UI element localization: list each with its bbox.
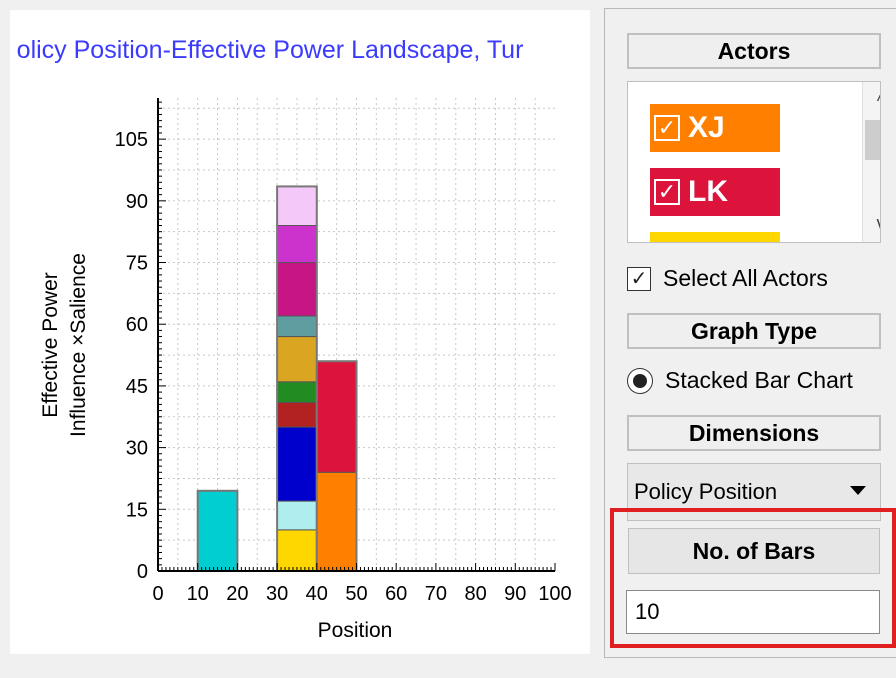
x-tick-label: 90: [504, 583, 526, 605]
y-tick-label: 30: [126, 438, 148, 460]
bar-segment: [316, 360, 357, 473]
select-all-actors-checkbox[interactable]: ✓ Select All Actors: [627, 265, 828, 292]
chevron-down-icon[interactable]: v: [863, 208, 881, 238]
actor-label: LK: [688, 175, 728, 208]
x-tick-label: 20: [226, 583, 248, 605]
x-tick-label: 40: [306, 583, 328, 605]
y-tick-label: 45: [126, 376, 148, 398]
x-tick-label: 80: [464, 583, 486, 605]
x-tick-label: 60: [385, 583, 407, 605]
actors-header: Actors: [627, 33, 881, 69]
bar-segment: [316, 471, 357, 572]
chart-panel: Policy Position-Effective Power Landscap…: [10, 10, 590, 654]
y-tick-label: 15: [126, 499, 148, 521]
bar-segment: [276, 529, 318, 572]
graph-type-header: Graph Type: [627, 313, 881, 349]
x-axis-label: Position: [318, 619, 393, 642]
y-axis-label-line1: Effective Power: [39, 272, 62, 418]
bar-segment: [276, 262, 318, 317]
chart-title: Policy Position-Effective Power Landscap…: [16, 36, 524, 64]
chevron-up-icon[interactable]: ^: [863, 86, 880, 116]
radio-icon[interactable]: [627, 367, 653, 394]
bar-segment: [276, 315, 318, 338]
y-axis-label-line2: Influence ×Salience: [67, 253, 90, 437]
checkbox-icon[interactable]: ✓: [627, 266, 651, 291]
x-tick-label: 10: [187, 583, 209, 605]
y-tick-label: 60: [126, 314, 148, 336]
y-tick-label: 90: [126, 191, 148, 213]
bar-segment: [276, 381, 318, 403]
y-tick-label: 75: [126, 253, 148, 275]
actors-list[interactable]: ✓ XJ ✓ LK ^ v: [627, 81, 881, 243]
y-tick-label: 105: [115, 129, 148, 151]
dimension-selected-value: Policy Position: [634, 479, 778, 504]
highlight-box: [610, 508, 896, 648]
actor-item-xj[interactable]: ✓ XJ: [650, 104, 780, 152]
bar-segment: [276, 426, 318, 502]
chart-plot: 0 10 20 30 40 50 60 70 80 90 100 0 15 30 45 60 75 90 105 Po…: [39, 98, 572, 642]
checkbox-icon[interactable]: ✓: [654, 179, 680, 205]
graph-type-option-label: Stacked Bar Chart: [665, 367, 853, 393]
y-tick-label: 0: [137, 561, 148, 583]
bar-segment: [276, 336, 318, 383]
bar-segment: [276, 500, 318, 531]
dimensions-header: Dimensions: [627, 415, 881, 451]
select-all-label: Select All Actors: [663, 265, 828, 291]
actor-item-lk[interactable]: ✓ LK: [650, 168, 780, 216]
bar-segment: [276, 225, 318, 264]
x-tick-label: 30: [266, 583, 288, 605]
x-tick-label: 100: [538, 583, 571, 605]
stacked-bar-chart-radio[interactable]: Stacked Bar Chart: [627, 367, 853, 394]
bars-count-input[interactable]: 10: [626, 590, 880, 634]
chevron-down-icon[interactable]: [850, 486, 866, 495]
actor-item-partial[interactable]: [650, 232, 780, 242]
bar-segment: [276, 185, 318, 227]
actors-scrollbar[interactable]: ^ v: [862, 82, 881, 242]
bars-header: No. of Bars: [628, 528, 880, 574]
bar-segment: [276, 401, 318, 428]
actor-label: XJ: [688, 111, 725, 144]
scroll-thumb[interactable]: [865, 120, 880, 160]
x-tick-label: 0: [152, 583, 163, 605]
bar-segment: [197, 490, 238, 572]
x-tick-label: 70: [425, 583, 447, 605]
x-tick-label: 50: [345, 583, 367, 605]
checkbox-icon[interactable]: ✓: [654, 115, 680, 141]
